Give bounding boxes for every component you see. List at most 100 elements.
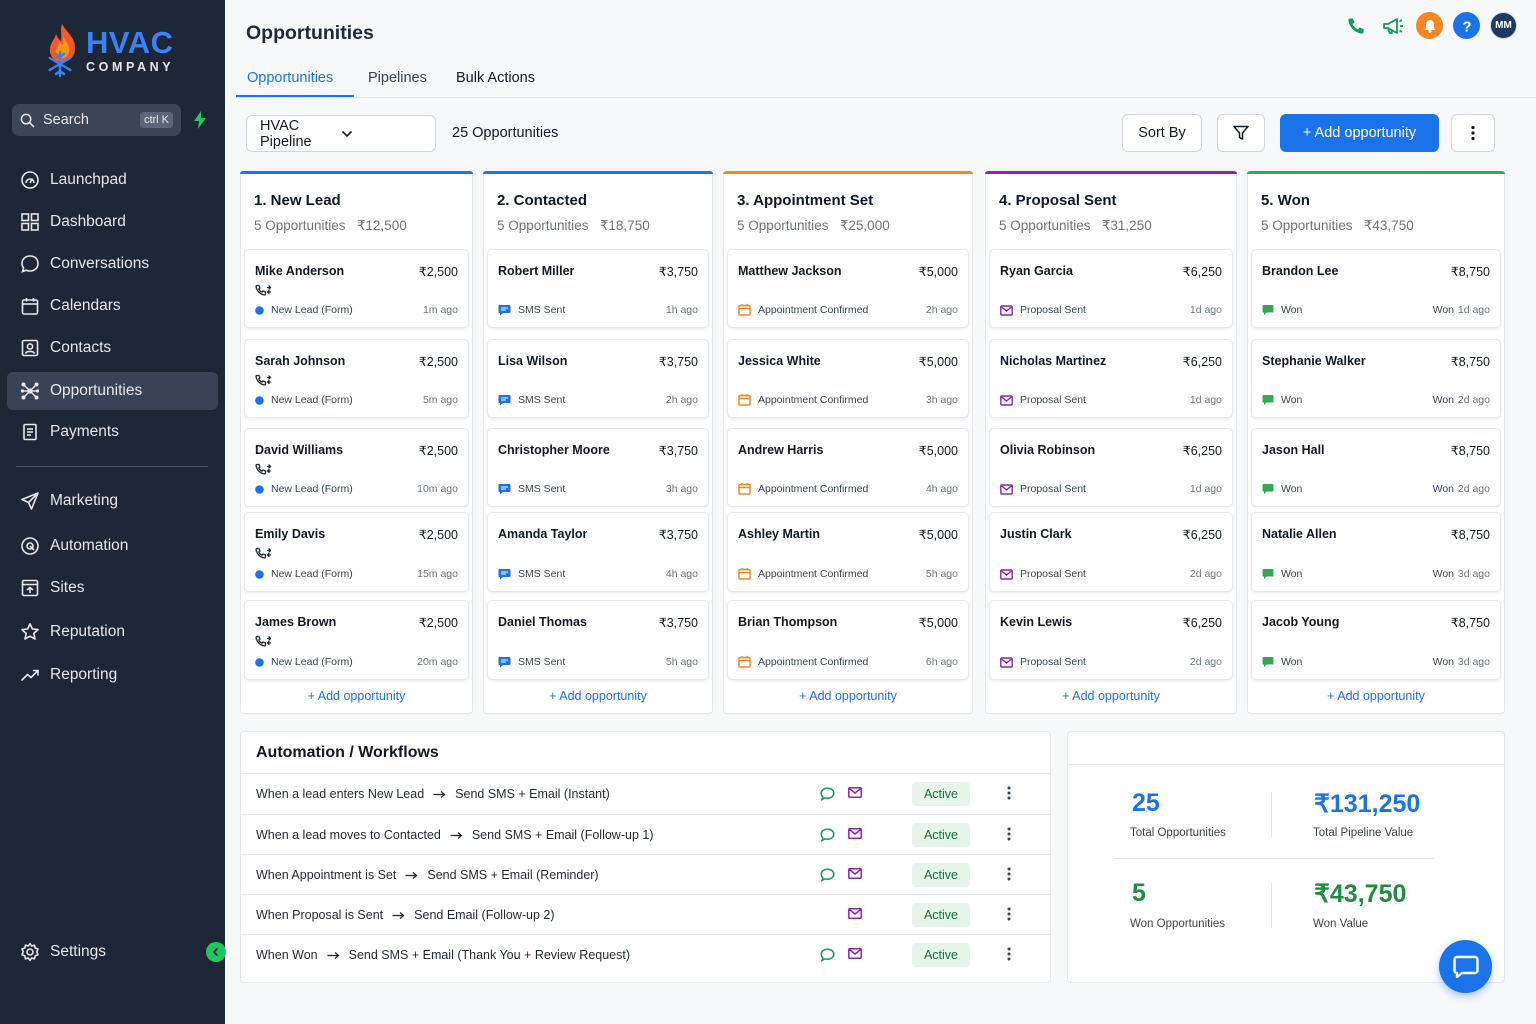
tab-bulk-actions[interactable]: Bulk Actions [456,70,535,86]
add-opportunity-link[interactable]: + Add opportunity [1062,689,1160,703]
add-opportunity-button[interactable]: + Add opportunity [1280,114,1439,152]
column-color-bar [240,171,473,174]
sidebar-item-settings[interactable]: Settings [7,933,218,971]
phone-call-icon[interactable] [255,284,273,296]
sidebar-item-reporting[interactable]: Reporting [7,656,218,694]
workflow-row[interactable]: When Proposal is Sent Send Email (Follow-… [241,894,1050,934]
opportunity-card[interactable]: Sarah Johnson ₹2,500 New Lead (Form) 5m ago [244,339,469,418]
opportunity-card[interactable]: Nicholas Martinez ₹6,250 Proposal Sent 1d a… [989,339,1233,418]
more-options-button[interactable] [1451,114,1495,152]
opportunity-card[interactable]: Brandon Lee ₹8,750 Won Won 1d ago [1251,249,1501,328]
workflow-row[interactable]: When Appointment is Set Send SMS + Email … [241,854,1050,894]
add-opportunity-link[interactable]: + Add opportunity [1327,689,1425,703]
workflow-row[interactable]: When a lead moves to Contacted Send SMS +… [241,814,1050,854]
opportunity-card[interactable]: Brian Thompson ₹5,000 Appointment Confirme… [727,600,969,680]
add-opportunity-link[interactable]: + Add opportunity [799,689,897,703]
sidebar-item-opportunities[interactable]: Opportunities [7,372,218,410]
opportunity-card[interactable]: Matthew Jackson ₹5,000 Appointment Confirm… [727,249,969,328]
opportunity-card[interactable]: Natalie Allen ₹8,750 Won Won 3d ago [1251,512,1501,592]
phone-call-icon[interactable] [255,635,273,647]
opportunity-card[interactable]: Olivia Robinson ₹6,250 Proposal Sent 1d ago [989,428,1233,507]
star-icon [20,622,40,642]
filter-button[interactable] [1217,114,1265,152]
user-avatar[interactable]: MM [1490,12,1517,39]
opportunity-card[interactable]: Justin Clark ₹6,250 Proposal Sent 2d ago [989,512,1233,592]
opportunity-card[interactable]: Jason Hall ₹8,750 Won Won 2d ago [1251,428,1501,507]
opportunity-card[interactable]: Lisa Wilson ₹3,750 SMS Sent 2h ago [487,339,709,418]
column-count: 5 Opportunities [737,218,829,233]
card-status: New Lead (Form) [255,656,353,668]
won-tag: Won [1432,483,1454,495]
sidebar-item-payments[interactable]: Payments [7,413,218,451]
sidebar-item-conversations[interactable]: Conversations [7,245,218,283]
kebab-menu-icon[interactable] [1007,907,1011,921]
phone-call-icon[interactable] [255,374,273,386]
sidebar-item-reputation[interactable]: Reputation [7,613,218,651]
tab-pipelines[interactable]: Pipelines [368,70,427,86]
contact-name: Stephanie Walker [1262,354,1366,368]
opportunity-card[interactable]: Kevin Lewis ₹6,250 Proposal Sent 2d ago [989,600,1233,680]
contact-name: Nicholas Martinez [1000,354,1107,368]
megaphone-icon[interactable] [1379,12,1406,39]
status-text: Proposal Sent [1020,394,1086,406]
opportunity-card[interactable]: Emily Davis ₹2,500 New Lead (Form) 15m ago [244,512,469,592]
kebab-menu-icon[interactable] [1007,786,1011,800]
opportunity-card[interactable]: Christopher Moore ₹3,750 SMS Sent 3h ago [487,428,709,507]
opportunity-card[interactable]: Ryan Garcia ₹6,250 Proposal Sent 1d ago [989,249,1233,328]
opportunity-card[interactable]: Amanda Taylor ₹3,750 SMS Sent 4h ago [487,512,709,592]
add-opportunity-link[interactable]: + Add opportunity [549,689,647,703]
phone-call-icon[interactable] [255,463,273,475]
phone-icon[interactable] [1342,12,1369,39]
sms-channel-icon [820,787,835,801]
chat-widget-button[interactable] [1439,940,1492,993]
chevron-down-icon [341,130,422,138]
opportunity-card[interactable]: Daniel Thomas ₹3,750 SMS Sent 5h ago [487,600,709,680]
card-timestamp: 15m ago [417,568,458,580]
sidebar-item-contacts[interactable]: Contacts [7,329,218,367]
opportunity-card[interactable]: Jessica White ₹5,000 Appointment Confirmed… [727,339,969,418]
workflow-row[interactable]: When Won Send SMS + Email (Thank You + Re… [241,934,1050,974]
workflow-row[interactable]: When a lead enters New Lead Send SMS + Em… [241,773,1050,813]
opportunity-card[interactable]: David Williams ₹2,500 New Lead (Form) 10m a… [244,428,469,507]
kebab-menu-icon[interactable] [1007,947,1011,961]
sidebar-item-dashboard[interactable]: Dashboard [7,203,218,241]
card-status: Proposal Sent [1000,304,1086,316]
card-status: SMS Sent [498,394,565,406]
kebab-menu-icon[interactable] [1007,827,1011,841]
opportunity-card[interactable]: Robert Miller ₹3,750 SMS Sent 1h ago [487,249,709,328]
kebab-menu-icon[interactable] [1007,867,1011,881]
won-value: ₹43,750 [1314,880,1407,908]
search-input[interactable]: Search ctrl K [12,104,181,136]
opportunity-card[interactable]: Mike Anderson ₹2,500 New Lead (Form) 1m ago [244,249,469,328]
sort-by-button[interactable]: Sort By [1122,114,1202,152]
bell-icon[interactable] [1416,12,1443,39]
pipeline-select[interactable]: HVAC Pipeline [246,115,436,152]
sidebar-item-sites[interactable]: Sites [7,569,218,607]
sidebar-item-calendars[interactable]: Calendars [7,287,218,325]
phone-call-icon[interactable] [255,547,273,559]
sidebar-item-label: Marketing [50,492,119,509]
lightning-icon[interactable] [193,111,207,129]
sidebar-item-launchpad[interactable]: Launchpad [7,161,218,199]
mail-icon [1000,656,1013,668]
workflow-description: When a lead enters New Lead Send SMS + Em… [256,787,610,801]
opportunity-card[interactable]: James Brown ₹2,500 New Lead (Form) 20m ago [244,600,469,680]
add-opportunity-link[interactable]: + Add opportunity [307,689,406,703]
help-icon[interactable]: ? [1453,12,1480,39]
opportunity-value: ₹8,750 [1450,265,1490,279]
opportunity-card[interactable]: Andrew Harris ₹5,000 Appointment Confirmed… [727,428,969,507]
card-status: New Lead (Form) [255,304,353,316]
opportunity-card[interactable]: Stephanie Walker ₹8,750 Won Won 2d ago [1251,339,1501,418]
workflow-description: When Appointment is Set Send SMS + Email … [256,868,599,882]
column-count: 5 Opportunities [254,218,346,233]
tab-opportunities[interactable]: Opportunities [247,70,334,86]
contact-name: James Brown [255,615,337,629]
status-text: New Lead (Form) [271,483,353,495]
opportunity-card[interactable]: Ashley Martin ₹5,000 Appointment Confirmed… [727,512,969,592]
sidebar-item-automation[interactable]: Automation [7,527,218,565]
status-badge: Active [912,823,970,847]
opportunity-card[interactable]: Jacob Young ₹8,750 Won Won 3d ago [1251,600,1501,680]
collapse-sidebar-button[interactable] [206,942,226,962]
sidebar-item-marketing[interactable]: Marketing [7,482,218,520]
brand-logo[interactable]: HVAC COMPANY [42,22,174,78]
